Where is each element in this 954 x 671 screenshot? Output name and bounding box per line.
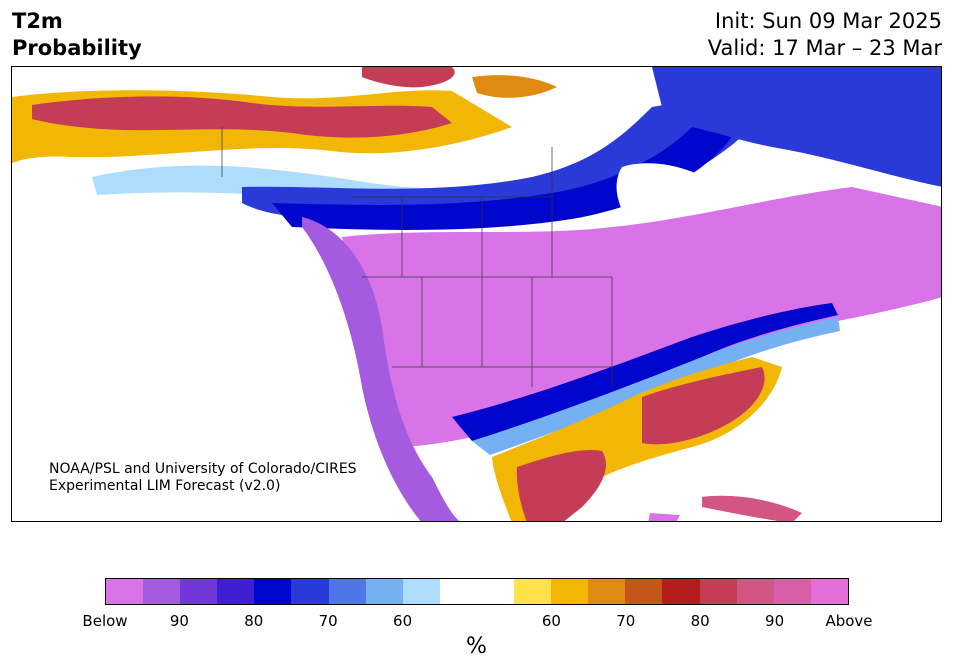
texas-red-core [516, 449, 606, 521]
colorbar-segment [254, 579, 292, 604]
colorbar-segment [217, 579, 255, 604]
colorbar-segment [291, 579, 329, 604]
colorbar-segment [736, 579, 774, 604]
colorbar-tick-label: 80 [244, 612, 264, 630]
south-blue-band [452, 303, 838, 441]
probability-map-svg [12, 67, 941, 521]
title-block: T2m Probability [12, 8, 142, 62]
colorbar-tick-label: 70 [318, 612, 338, 630]
date-block: Init: Sun 09 Mar 2025 Valid: 17 Mar – 23… [708, 8, 942, 62]
colorbar-segment [476, 579, 515, 604]
colorbar-tick-label: 90 [765, 612, 785, 630]
credit-line-2: Experimental LIM Forecast (v2.0) [49, 478, 281, 494]
colorbar-segment [588, 579, 626, 604]
caribbean-purple [648, 513, 680, 521]
colorbar-segment [143, 579, 181, 604]
colorbar-segment [699, 579, 737, 604]
valid-range: Valid: 17 Mar – 23 Mar [707, 36, 942, 60]
colorbar-segment [439, 579, 477, 604]
colorbar-segment [810, 579, 848, 604]
boundary-lines [221, 127, 613, 387]
colorbar-unit: % [466, 634, 487, 659]
arctic-orange-region [472, 75, 557, 98]
colorbar-tick-label: 90 [169, 612, 189, 630]
forecast-map [11, 66, 942, 522]
colorbar-tick-label: 60 [541, 612, 561, 630]
init-date: Init: Sun 09 Mar 2025 [714, 9, 942, 33]
main-purple-region [342, 187, 941, 447]
colorbar-segment [625, 579, 663, 604]
product-title: Probability [12, 36, 142, 60]
colorbar-segment [365, 579, 403, 604]
canada-deep-blue [272, 127, 732, 230]
southeast-red-core [642, 367, 765, 445]
colorbar-tick-label: Above [825, 612, 873, 630]
colorbar-segment [551, 579, 589, 604]
cuba-warm [702, 495, 802, 521]
west-violet-band [302, 217, 460, 521]
colorbar-segment [106, 579, 144, 604]
colorbar-segment [180, 579, 218, 604]
ne-canada-blue [652, 67, 941, 187]
colorbar-segment [402, 579, 440, 604]
colorbar-segment [328, 579, 366, 604]
variable-title: T2m [12, 9, 63, 33]
colorbar-segment [662, 579, 700, 604]
colorbar-tick-label: Below [82, 612, 128, 630]
credit-line-1: NOAA/PSL and University of Colorado/CIRE… [49, 461, 357, 477]
colorbar-tick-label: 70 [616, 612, 636, 630]
colorbar-tick-label: 60 [393, 612, 413, 630]
alaska-red-core [32, 96, 452, 138]
south-light-blue-band [472, 317, 840, 455]
colorbar-segment [514, 579, 552, 604]
colorbar [105, 578, 849, 605]
arctic-red-region [362, 67, 455, 88]
credit-text: NOAA/PSL and University of Colorado/CIRE… [49, 461, 357, 495]
colorbar-tick-label: 80 [690, 612, 710, 630]
colorbar-segment [773, 579, 811, 604]
